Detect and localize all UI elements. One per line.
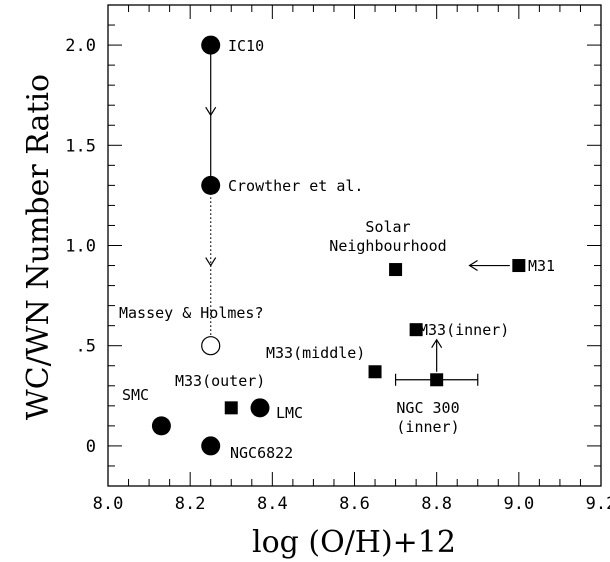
y-tick-label: 0 (86, 437, 96, 457)
arrow-left-icon (468, 260, 478, 272)
x-tick-label: 8.2 (175, 494, 206, 514)
label-m33-outer: M33(outer) (175, 372, 265, 390)
point-smc (151, 416, 171, 436)
x-tick-label: 8.6 (339, 494, 370, 514)
axis-ticks (107, 4, 602, 487)
label-ngc300-line2: (inner) (396, 418, 459, 436)
tick-labels: 8.0 8.2 8.4 8.6 8.8 9.0 9.2 0 .5 1.0 1.5 2.0 (65, 36, 610, 514)
y-tick-label: 1.0 (65, 237, 96, 257)
x-tick-label: 9.2 (586, 494, 610, 514)
x-tick-label: 9.0 (503, 494, 534, 514)
label-smc: SMC (122, 386, 149, 404)
x-tick-label: 8.4 (257, 494, 288, 514)
data-markers (151, 35, 526, 456)
x-axis-title: log (O/H)+12 (252, 525, 456, 560)
label-massey: Massey & Holmes? (119, 304, 264, 322)
connector-lines (205, 45, 510, 386)
arrow-up-icon (431, 338, 443, 349)
label-lmc: LMC (276, 404, 303, 422)
label-m33-inner: M33(inner) (419, 321, 509, 339)
point-crowther-et-al (201, 175, 221, 195)
point-m33-inner (409, 323, 423, 337)
y-tick-label: .5 (76, 337, 96, 357)
label-ngc6822: NGC6822 (230, 444, 293, 462)
point-m33-middle (368, 365, 382, 379)
y-tick-label: 1.5 (65, 136, 96, 156)
x-tick-label: 8.0 (93, 494, 124, 514)
point-ngc6822 (201, 436, 221, 456)
label-ngc300-line1: NGC 300 (396, 399, 459, 417)
point-massey-holmes (201, 336, 221, 356)
label-solar-line1: Solar (365, 218, 410, 236)
y-axis-title: WC/WN Number Ratio (21, 74, 56, 420)
label-crowther: Crowther et al. (228, 177, 363, 195)
x-tick-label: 8.8 (421, 494, 452, 514)
arrow-down-icon (205, 257, 217, 267)
label-m33-middle: M33(middle) (266, 344, 365, 362)
point-ic10 (201, 35, 221, 55)
point-lmc (250, 398, 270, 418)
label-solar-line2: Neighbourhood (329, 237, 446, 255)
label-m31: M31 (528, 257, 555, 275)
point-solar-neighbourhood (389, 263, 403, 277)
y-tick-label: 2.0 (65, 36, 96, 56)
point-m33-outer (224, 401, 238, 415)
arrow-down-icon (205, 106, 217, 117)
label-ic10: IC10 (228, 37, 264, 55)
point-ngc-300-inner (430, 373, 444, 387)
point-m31 (512, 259, 526, 273)
